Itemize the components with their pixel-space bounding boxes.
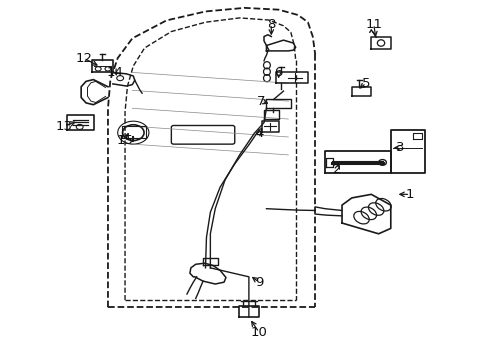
Text: 7: 7 xyxy=(257,95,265,108)
Text: 15: 15 xyxy=(116,134,133,147)
Text: 6: 6 xyxy=(274,66,282,79)
Text: 12: 12 xyxy=(75,51,92,64)
Text: 9: 9 xyxy=(254,276,263,289)
Text: 10: 10 xyxy=(250,326,267,339)
Text: 3: 3 xyxy=(395,141,404,154)
Text: 13: 13 xyxy=(56,120,72,133)
Text: 5: 5 xyxy=(362,77,370,90)
Text: 2: 2 xyxy=(332,163,341,176)
Text: 1: 1 xyxy=(405,188,414,201)
Text: 4: 4 xyxy=(254,127,263,140)
Text: 14: 14 xyxy=(106,66,123,79)
Text: 11: 11 xyxy=(365,18,382,31)
Text: 8: 8 xyxy=(266,18,275,31)
